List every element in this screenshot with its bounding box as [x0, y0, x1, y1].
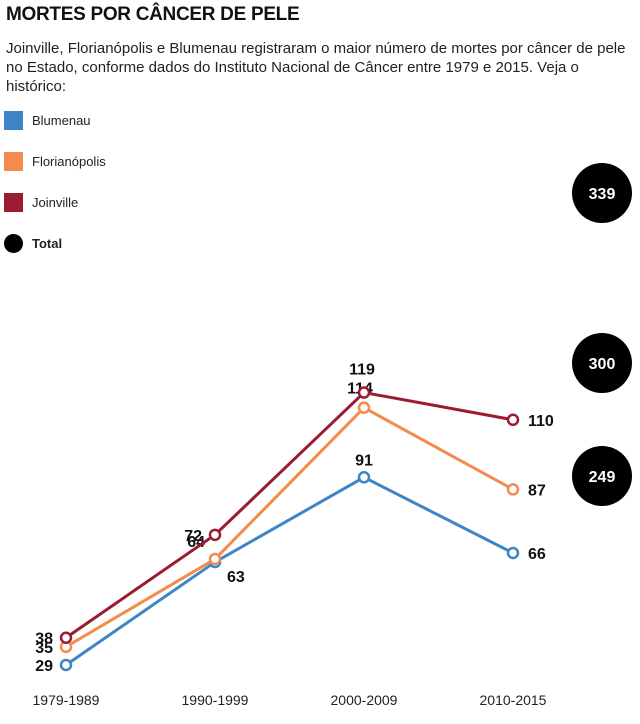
data-label-joinville-1: 72 [184, 528, 202, 545]
total-badge-blumenau [572, 446, 632, 506]
data-label-blumenau-0: 29 [35, 658, 53, 675]
data-point-blumenau-2 [357, 471, 371, 484]
legend-label-total: Total [32, 236, 63, 251]
data-point-joinville-1 [208, 528, 222, 542]
total-label-joinville: 339 [589, 186, 616, 203]
legend: Blumenau Florianópolis Joinville Total [4, 100, 106, 264]
data-point-joinville-2 [357, 386, 371, 399]
data-label-blumenau-2: 91 [355, 452, 373, 469]
legend-item-florianopolis: Florianópolis [4, 141, 106, 182]
data-label-florianopolis-0: 35 [35, 640, 53, 657]
data-label-florianopolis-1: 64 [187, 534, 205, 551]
data-point-florianopolis-3 [506, 483, 520, 496]
data-label-joinville-3: 110 [528, 413, 554, 430]
series-line-joinville [65, 391, 514, 639]
data-point-florianopolis-1 [208, 552, 222, 566]
data-point-joinville-0 [59, 631, 73, 644]
chart-subtitle: Joinville, Florianópolis e Blumenau regi… [6, 40, 626, 95]
x-tick-label-2000-2009: 2000-2009 [331, 692, 398, 708]
legend-swatch-blumenau [4, 111, 23, 130]
data-point-blumenau-3 [506, 546, 520, 560]
legend-item-joinville: Joinville [4, 182, 106, 223]
legend-swatch-florianopolis [4, 152, 23, 171]
data-point-joinville-3 [506, 413, 520, 427]
data-label-florianopolis-3: 87 [528, 482, 546, 499]
data-label-blumenau-3: 66 [528, 546, 546, 563]
legend-label-florianopolis: Florianópolis [32, 154, 106, 169]
data-label-blumenau-1: 63 [227, 569, 245, 586]
data-point-blumenau-0 [59, 658, 73, 672]
legend-swatch-joinville [4, 193, 23, 212]
legend-swatch-total [4, 234, 23, 253]
x-tick-label-2010-2015: 2010-2015 [480, 692, 547, 708]
legend-label-joinville: Joinville [32, 195, 79, 210]
legend-item-total: Total [4, 223, 106, 264]
series-line-florianopolis [65, 406, 514, 649]
total-badge-joinville [572, 163, 632, 223]
legend-label-blumenau: Blumenau [32, 113, 91, 128]
data-label-joinville-0: 38 [35, 631, 53, 648]
legend-item-blumenau: Blumenau [4, 100, 106, 141]
series-line-blumenau [65, 475, 514, 667]
data-point-florianopolis-2 [357, 401, 371, 414]
x-tick-label-1979-1989: 1979-1989 [33, 692, 100, 708]
total-label-blumenau: 249 [589, 469, 616, 486]
total-badge-florianopolis [572, 333, 632, 393]
x-tick-label-1990-1999: 1990-1999 [182, 692, 249, 708]
chart-title: MORTES POR CÂNCER DE PELE [6, 4, 300, 25]
total-label-florianopolis: 300 [589, 356, 616, 373]
data-label-joinville-2: 119 [349, 362, 375, 379]
